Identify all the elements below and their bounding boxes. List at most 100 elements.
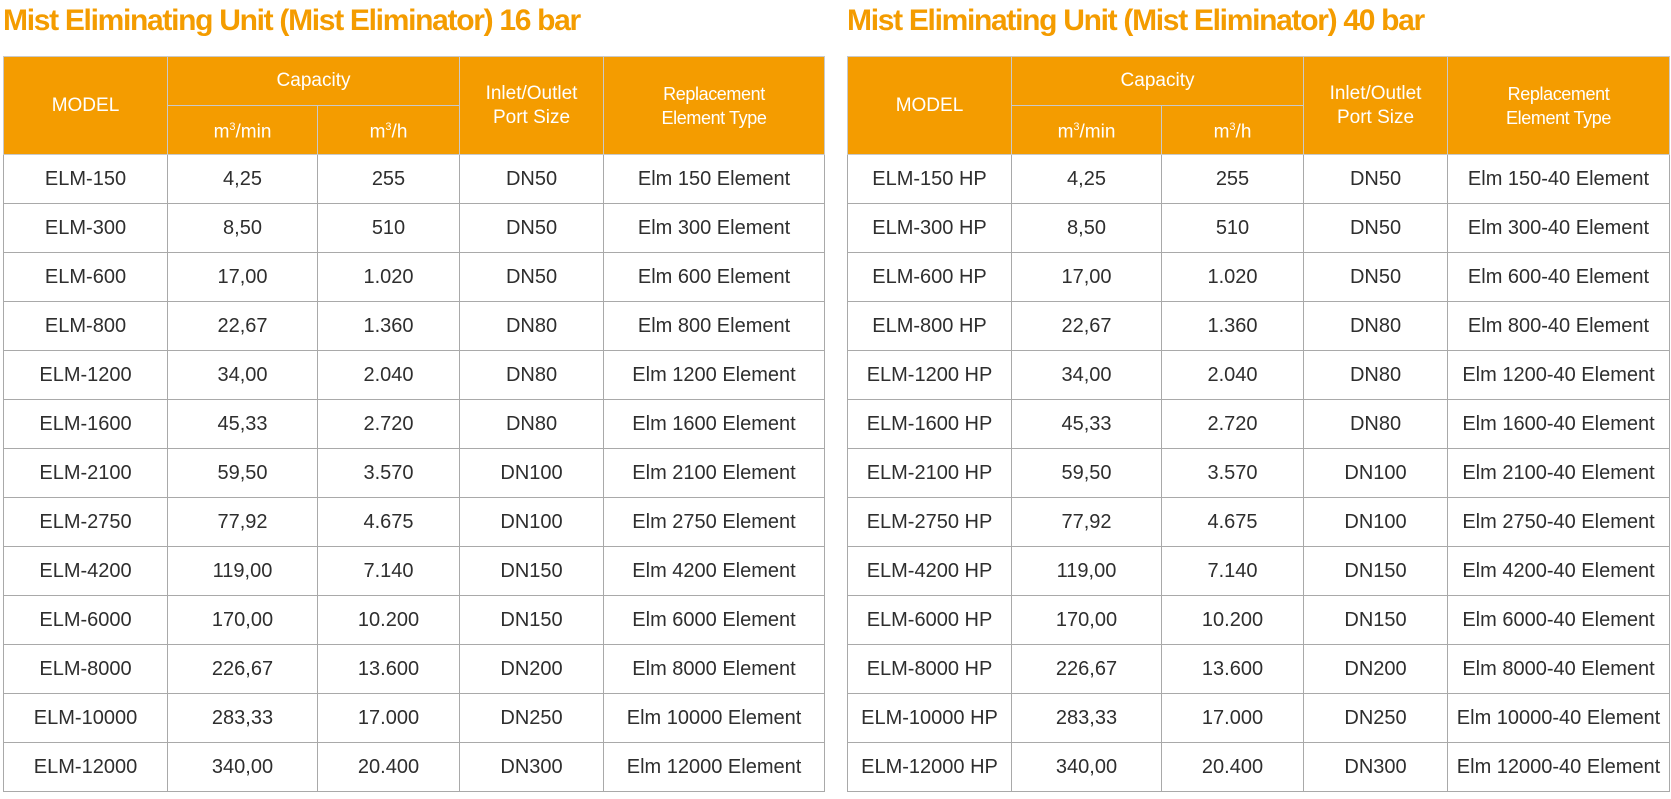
cell-port-size: DN250 [459,693,605,743]
table-panel-16-bar: Mist Eliminating Unit (Mist Eliminator) … [3,0,826,792]
table-row: ELM-1600 HP 45,33 2.720 DN80 Elm 1600-40 Ele… [847,399,1671,449]
table-row: ELM-6000 170,00 10.200 DN150 Elm 6000 Elemen… [3,595,826,645]
header-port-line1: Inlet/Outlet [485,82,578,104]
table-row: ELM-4200 HP 119,00 7.140 DN150 Elm 4200-40 E… [847,546,1671,596]
cell-port-size: DN80 [459,350,605,400]
table-row: ELM-1200 34,00 2.040 DN80 Elm 1200 Element [3,350,826,400]
cell-capacity-m3-min: 77,92 [1011,497,1162,547]
cell-port-size: DN80 [1303,350,1449,400]
cell-capacity-m3-h: 3.570 [1160,448,1305,498]
table-row: ELM-8000 226,67 13.600 DN200 Elm 8000 Elemen… [3,644,826,694]
cell-capacity-m3-min: 283,33 [1011,693,1162,743]
cell-port-size: DN50 [1303,154,1449,204]
cell-capacity-m3-min: 340,00 [167,742,318,792]
table-body-40-bar: ELM-150 HP 4,25 255 DN50 Elm 150-40 Element E… [847,154,1671,792]
cell-port-size: DN50 [1303,203,1449,253]
cell-capacity-m3-h: 255 [1160,154,1305,204]
cell-model: ELM-2100 HP [847,448,1012,498]
header-repl-line1: Replacement [1507,83,1610,104]
cell-capacity-m3-h: 1.020 [1160,252,1305,302]
table-row: ELM-12000 HP 340,00 20.400 DN300 Elm 12000-4… [847,742,1671,792]
cell-replacement-element: Elm 4200 Element [603,546,826,596]
header-port-line1: Inlet/Outlet [1329,82,1422,104]
cell-capacity-m3-h: 20.400 [1160,742,1305,792]
table-row: ELM-800 22,67 1.360 DN80 Elm 800 Element [3,301,826,351]
table-row: ELM-2750 77,92 4.675 DN100 Elm 2750 Element [3,497,826,547]
cell-model: ELM-600 [3,252,168,302]
cell-replacement-element: Elm 4200-40 Element [1447,546,1671,596]
header-capacity: Capacity [166,56,461,106]
header-unit-per-min: m3/min [167,105,318,155]
cell-capacity-m3-h: 2.040 [316,350,461,400]
spec-table-16-bar: MODEL Capacity Inlet/Outlet Port Size Re… [3,56,826,792]
cell-port-size: DN80 [459,301,605,351]
cell-replacement-element: Elm 150-40 Element [1447,154,1671,204]
cell-model: ELM-300 [3,203,168,253]
cell-capacity-m3-h: 13.600 [1160,644,1305,694]
table-row: ELM-150 4,25 255 DN50 Elm 150 Element [3,154,826,204]
cell-port-size: DN100 [1303,497,1449,547]
cell-capacity-m3-min: 34,00 [167,350,318,400]
cell-capacity-m3-min: 226,67 [1011,644,1162,694]
cell-model: ELM-2750 HP [847,497,1012,547]
cell-replacement-element: Elm 800 Element [603,301,826,351]
cell-capacity-m3-min: 22,67 [167,301,318,351]
cell-model: ELM-1200 [3,350,168,400]
cell-capacity-m3-min: 17,00 [1011,252,1162,302]
cell-replacement-element: Elm 12000 Element [603,742,826,792]
cell-capacity-m3-min: 119,00 [1011,546,1162,596]
table-body-16-bar: ELM-150 4,25 255 DN50 Elm 150 Element ELM-300… [3,154,826,792]
cell-model: ELM-4200 [3,546,168,596]
cell-port-size: DN150 [1303,546,1449,596]
cell-model: ELM-1600 HP [847,399,1012,449]
cell-model: ELM-300 HP [847,203,1012,253]
cell-port-size: DN150 [459,595,605,645]
cell-capacity-m3-h: 2.720 [316,399,461,449]
header-model: MODEL [3,56,168,155]
cell-port-size: DN200 [459,644,605,694]
cell-port-size: DN200 [1303,644,1449,694]
cell-capacity-m3-min: 77,92 [167,497,318,547]
cell-replacement-element: Elm 2750-40 Element [1447,497,1671,547]
cell-capacity-m3-h: 4.675 [1160,497,1305,547]
header-repl-line2: Element Type [661,107,767,128]
cell-capacity-m3-h: 510 [1160,203,1305,253]
header-port-size: Inlet/Outlet Port Size [1303,56,1449,155]
cell-port-size: DN50 [1303,252,1449,302]
table-row: ELM-800 HP 22,67 1.360 DN80 Elm 800-40 Eleme… [847,301,1671,351]
cell-capacity-m3-h: 17.000 [1160,693,1305,743]
cell-replacement-element: Elm 1200-40 Element [1447,350,1671,400]
table-row: ELM-600 17,00 1.020 DN50 Elm 600 Element [3,252,826,302]
cell-model: ELM-4200 HP [847,546,1012,596]
table-row: ELM-6000 HP 170,00 10.200 DN150 Elm 6000-40 … [847,595,1671,645]
cell-port-size: DN100 [1303,448,1449,498]
cell-replacement-element: Elm 1600-40 Element [1447,399,1671,449]
table-row: ELM-2750 HP 77,92 4.675 DN100 Elm 2750-40 El… [847,497,1671,547]
header-port-line2: Port Size [1336,106,1415,128]
cell-capacity-m3-h: 17.000 [316,693,461,743]
cell-replacement-element: Elm 10000 Element [603,693,826,743]
cell-port-size: DN150 [459,546,605,596]
cell-port-size: DN150 [1303,595,1449,645]
table-row: ELM-300 8,50 510 DN50 Elm 300 Element [3,203,826,253]
cell-capacity-m3-min: 22,67 [1011,301,1162,351]
cell-port-size: DN50 [459,252,605,302]
cell-port-size: DN100 [459,497,605,547]
cell-replacement-element: Elm 12000-40 Element [1447,742,1671,792]
cell-port-size: DN50 [459,154,605,204]
cell-capacity-m3-h: 7.140 [1160,546,1305,596]
cell-capacity-m3-h: 4.675 [316,497,461,547]
cell-capacity-m3-h: 10.200 [1160,595,1305,645]
table-row: ELM-600 HP 17,00 1.020 DN50 Elm 600-40 Eleme… [847,252,1671,302]
cell-capacity-m3-min: 119,00 [167,546,318,596]
cell-capacity-m3-min: 59,50 [167,448,318,498]
cell-replacement-element: Elm 8000-40 Element [1447,644,1671,694]
cell-model: ELM-2750 [3,497,168,547]
table-row: ELM-12000 340,00 20.400 DN300 Elm 12000 Elem… [3,742,826,792]
cell-capacity-m3-h: 3.570 [316,448,461,498]
cell-port-size: DN250 [1303,693,1449,743]
cell-model: ELM-12000 [3,742,168,792]
cell-port-size: DN80 [1303,399,1449,449]
cell-capacity-m3-min: 45,33 [167,399,318,449]
cell-capacity-m3-min: 4,25 [167,154,318,204]
